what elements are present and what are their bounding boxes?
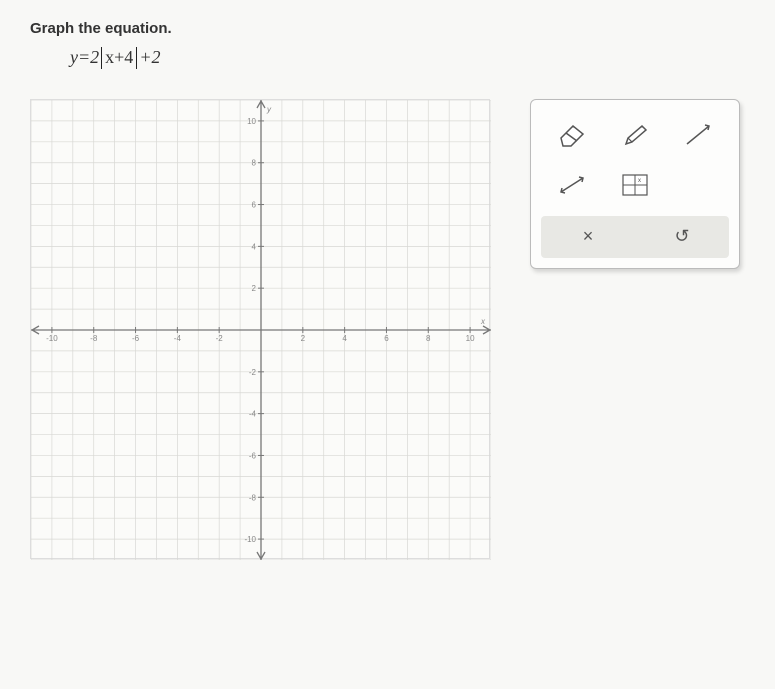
- svg-text:x: x: [480, 317, 486, 326]
- svg-text:-10: -10: [244, 535, 256, 544]
- grid-tool[interactable]: x: [610, 165, 660, 205]
- svg-text:4: 4: [252, 242, 257, 251]
- eq-equals: =: [78, 47, 90, 67]
- svg-text:-2: -2: [249, 367, 257, 376]
- eq-abs: x+4: [101, 47, 137, 69]
- svg-text:6: 6: [384, 334, 389, 343]
- equation-display: y=2x+4+2: [70, 47, 745, 69]
- svg-text:6: 6: [252, 200, 257, 209]
- segment-tool[interactable]: [547, 165, 597, 205]
- svg-text:-8: -8: [90, 334, 98, 343]
- svg-text:8: 8: [426, 334, 431, 343]
- ray-icon: [681, 122, 715, 148]
- coordinate-plane[interactable]: -10 -10 -8 -8 -6 -6 -4 -4 -2 -2 2 2 4 4 6 6 8 8 10 10 x y: [30, 99, 490, 559]
- pencil-icon: [618, 122, 652, 148]
- svg-text:8: 8: [252, 158, 257, 167]
- action-row: × ↺: [541, 216, 729, 258]
- drawing-toolbox: x × ↺: [530, 99, 740, 269]
- svg-text:4: 4: [342, 334, 347, 343]
- svg-text:-4: -4: [249, 409, 257, 418]
- graph-paper-icon: x: [621, 173, 649, 197]
- eq-tail: +2: [139, 47, 160, 67]
- svg-text:10: 10: [466, 334, 475, 343]
- svg-text:-6: -6: [132, 334, 140, 343]
- segment-arrows-icon: [555, 172, 589, 198]
- svg-text:2: 2: [301, 334, 306, 343]
- svg-text:-6: -6: [249, 451, 257, 460]
- tool-row-1: [541, 110, 729, 160]
- svg-text:y: y: [266, 105, 272, 114]
- pencil-tool[interactable]: [610, 115, 660, 155]
- tool-row-2: x: [541, 160, 729, 210]
- svg-text:x: x: [638, 178, 641, 184]
- svg-text:2: 2: [252, 284, 257, 293]
- clear-button[interactable]: ×: [568, 222, 608, 252]
- eraser-icon: [555, 122, 589, 148]
- eq-lhs: y: [70, 47, 78, 67]
- undo-button[interactable]: ↺: [662, 222, 702, 252]
- question-prompt: Graph the equation.: [30, 20, 745, 37]
- ray-tool[interactable]: [673, 115, 723, 155]
- grid-svg: -10 -10 -8 -8 -6 -6 -4 -4 -2 -2 2 2 4 4 6 6 8 8 10 10 x y: [31, 100, 491, 560]
- svg-text:-4: -4: [174, 334, 182, 343]
- svg-text:-10: -10: [46, 334, 58, 343]
- svg-text:-8: -8: [249, 493, 257, 502]
- svg-text:10: 10: [247, 117, 256, 126]
- eq-coef: 2: [90, 47, 99, 67]
- svg-text:-2: -2: [216, 334, 224, 343]
- eraser-tool[interactable]: [547, 115, 597, 155]
